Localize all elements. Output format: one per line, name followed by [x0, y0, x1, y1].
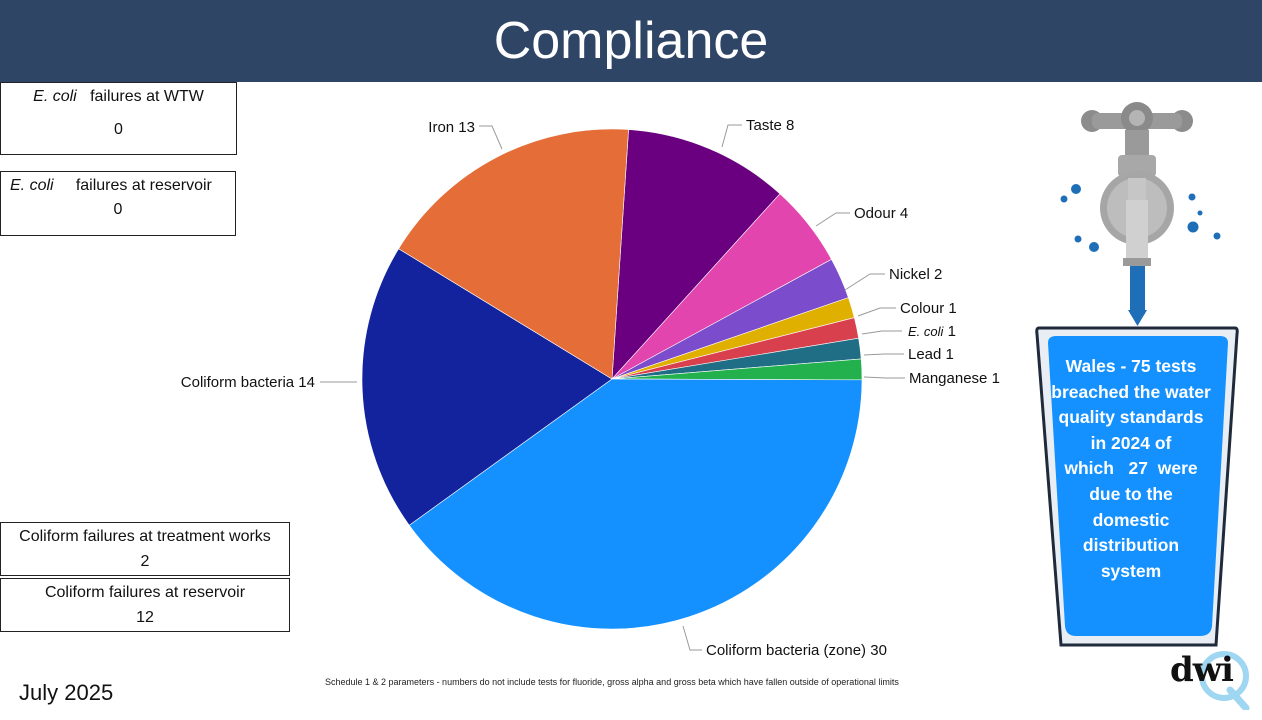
ecoli-wtw-box: E. coli failures at WTW 0 — [0, 82, 237, 155]
pie-leader-lines — [320, 124, 905, 651]
pie-slice-iron — [398, 128, 629, 380]
pie-label: Colour 1 — [900, 300, 957, 317]
pie-label: Odour 4 — [854, 205, 908, 222]
coliform-reservoir-box: Coliform failures at reservoir 12 — [0, 578, 290, 632]
water-droplets-icon — [1060, 184, 1221, 252]
coliform-reservoir-label: Coliform failures at reservoir — [44, 584, 246, 601]
pie-label: Nickel 2 — [889, 266, 942, 283]
logo-text: dwi — [1170, 650, 1234, 690]
title-banner: Compliance — [0, 0, 1262, 82]
coliform-reservoir-value: 12 — [136, 609, 154, 626]
pie-label: E. coli 1 — [908, 323, 956, 340]
glass-line: due to the — [1089, 483, 1173, 504]
dwi-logo: dwi — [1168, 650, 1252, 710]
footnote: Schedule 1 & 2 parameters - numbers do n… — [325, 677, 899, 687]
ecoli-wtw-label-italic: E. coli — [33, 88, 77, 105]
leader-line — [857, 307, 896, 317]
coliform-treatment-label: Coliform failures at treatment works — [19, 528, 271, 545]
leader-line — [815, 212, 850, 227]
report-date: July 2025 — [19, 680, 114, 705]
glass-line: system — [1100, 560, 1162, 581]
leader-line — [863, 376, 905, 379]
ecoli-wtw-label: failures at WTW — [90, 88, 204, 105]
ecoli-wtw-value: 0 — [114, 121, 123, 138]
pie-label: Coliform bacteria (zone) 30 — [706, 642, 887, 659]
pie-slice-coliform-bacteria-zone — [408, 378, 863, 630]
leader-line — [721, 124, 742, 148]
page-title: Compliance — [493, 12, 769, 70]
ecoli-reservoir-label-italic: E. coli — [10, 177, 54, 194]
glass-line: which 27 were — [1064, 458, 1198, 479]
pie-label: Taste 8 — [746, 117, 794, 134]
ecoli-reservoir-box: E. coli failures at reservoir 0 — [0, 171, 236, 236]
glass-line: distribution — [1082, 535, 1180, 556]
leader-line — [861, 330, 902, 335]
pie-label: Manganese 1 — [909, 370, 1000, 387]
glass-line: domestic — [1092, 509, 1170, 530]
leader-line — [844, 273, 885, 291]
pie-labels: Taste 8 Odour 4 Nickel 2 Colour 1 E. coli 1 L… — [181, 117, 1000, 659]
glass-icon — [1035, 326, 1239, 647]
faucet-icon — [1081, 102, 1193, 326]
glass-line: Wales - 75 tests — [1065, 356, 1197, 376]
coliform-treatment-value: 2 — [140, 553, 150, 570]
pie-slice-coliform-bacteria — [361, 248, 613, 526]
pie-label: Coliform bacteria 14 — [181, 374, 315, 391]
coliform-treatment-box: Coliform failures at treatment works 2 — [0, 522, 290, 576]
leader-line — [863, 353, 904, 356]
glass-line: breached the water — [1051, 381, 1211, 402]
glass-line: quality standards — [1058, 407, 1204, 428]
logo-q-icon — [1199, 651, 1250, 710]
pie-label: Iron 13 — [428, 119, 475, 136]
glass-line: in 2024 of — [1090, 432, 1172, 453]
pie-label: Lead 1 — [908, 346, 954, 363]
pie-slice-taste — [611, 129, 781, 380]
leader-line — [682, 625, 702, 651]
leader-line — [479, 125, 503, 150]
ecoli-reservoir-value: 0 — [113, 201, 123, 218]
ecoli-reservoir-label: failures at reservoir — [75, 177, 212, 194]
glass-summary-text: Wales - 75 tests breached the water qual… — [1042, 354, 1220, 584]
pie-slices — [361, 128, 863, 630]
